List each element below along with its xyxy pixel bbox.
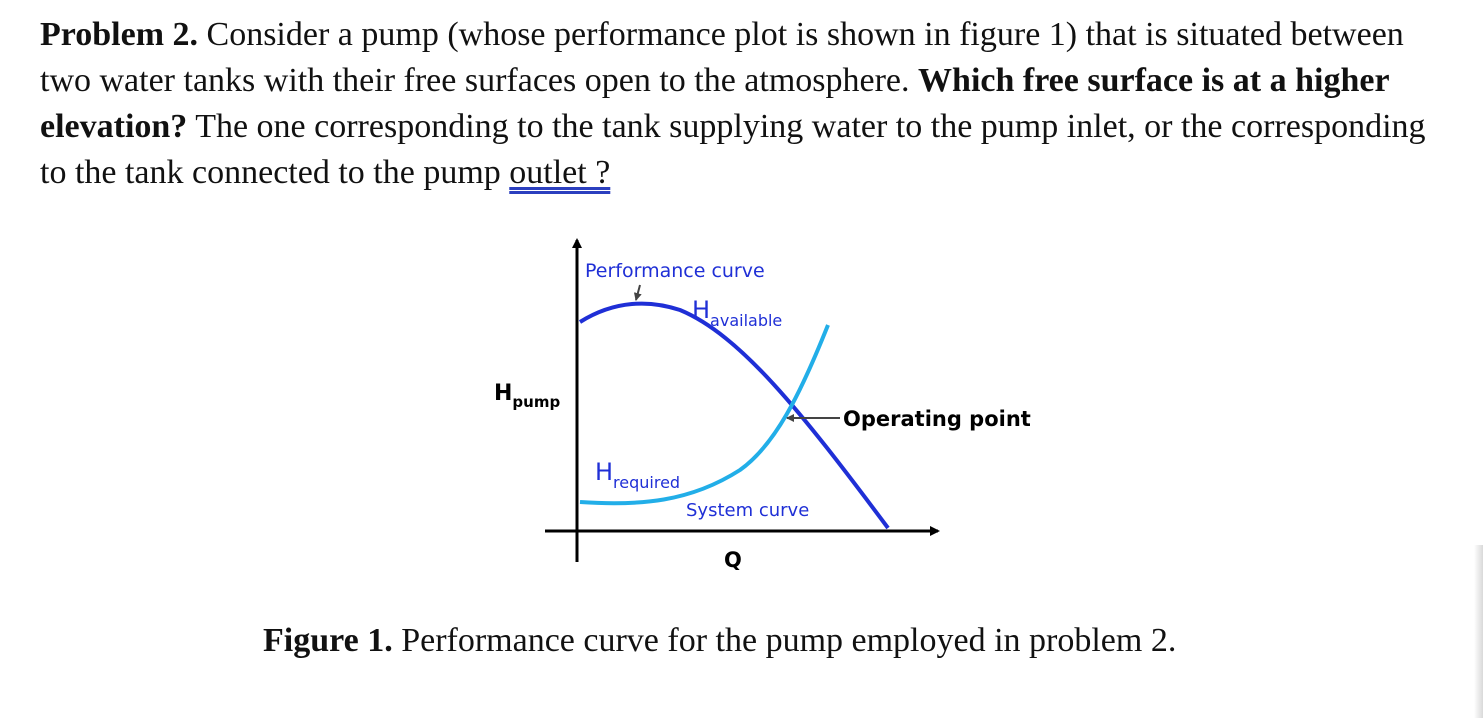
h-required-label: Hrequired <box>595 458 680 492</box>
operating-point-label: Operating point <box>843 407 1031 431</box>
h-pump-label: Hpump <box>494 381 560 411</box>
h-required-sub: required <box>613 473 680 492</box>
outlet-underlined-text: outlet ? <box>509 154 611 191</box>
h-available-label: Havailable <box>692 296 782 330</box>
caption-text: Performance curve for the pump employed … <box>392 622 1177 659</box>
h-available-main: H <box>692 296 710 324</box>
performance-curve <box>578 301 890 530</box>
performance-curve-label: Performance curve <box>585 260 765 282</box>
performance-curve-pointer <box>633 284 642 301</box>
x-axis-label: Q <box>724 548 742 572</box>
problem-question: Which free surface is at a higher elevat… <box>40 62 1389 145</box>
h-pump-main: H <box>494 381 512 406</box>
problem-text-2: The one corresponding to the tank supply… <box>40 108 1426 191</box>
problem-text-1: Consider a pump (whose performance plot … <box>40 16 1404 99</box>
system-curve <box>579 324 830 506</box>
page-edge-shadow <box>1474 545 1483 718</box>
h-required-main: H <box>595 458 613 486</box>
h-pump-sub: pump <box>512 393 560 411</box>
caption-label: Figure 1. <box>263 622 393 659</box>
figure-caption: Figure 1. Performance curve for the pump… <box>263 622 1176 660</box>
h-available-sub: available <box>710 311 782 330</box>
system-curve-label: System curve <box>686 500 809 521</box>
problem-label: Problem 2. <box>40 16 199 53</box>
problem-statement: Problem 2. Consider a pump (whose perfor… <box>40 12 1460 196</box>
